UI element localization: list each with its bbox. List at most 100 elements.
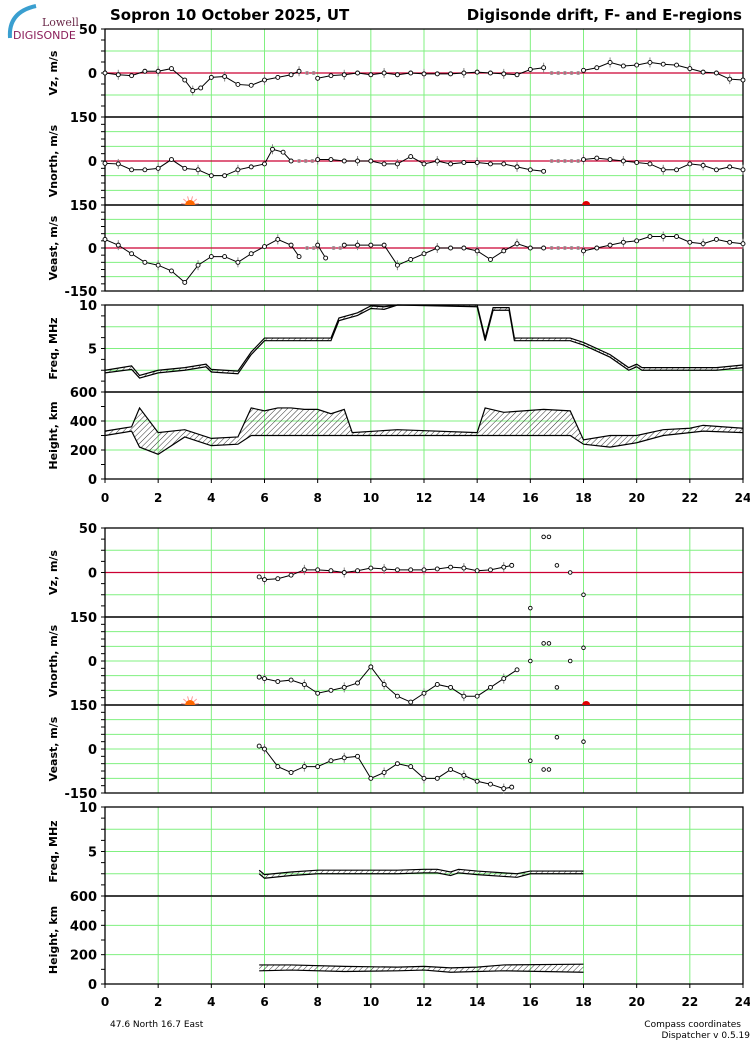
data-point — [315, 567, 321, 573]
x-tick-label: 20 — [628, 995, 645, 1009]
data-point — [394, 693, 400, 699]
data-point — [256, 574, 262, 580]
data-point — [155, 262, 161, 268]
data-point — [381, 682, 387, 687]
x-tick-label: 0 — [101, 491, 109, 505]
data-point — [687, 239, 693, 245]
missing-point — [562, 246, 567, 250]
panel-0-2: -150 0 150 Veast, m/s — [47, 199, 746, 300]
data-point — [381, 242, 387, 248]
data-point — [129, 167, 135, 173]
y-tick-label: 0 — [88, 567, 97, 582]
scatter-point — [541, 534, 546, 540]
y-tick-label: 400 — [70, 919, 97, 934]
sun-ray — [181, 702, 186, 705]
data-point — [102, 70, 108, 76]
panel-1-4: 0 200 400 600 Height, km — [47, 890, 744, 993]
data-point — [687, 161, 693, 167]
x-tick-label: 24 — [735, 995, 750, 1009]
data-point — [509, 562, 515, 568]
missing-point — [549, 159, 554, 163]
band-lower-line — [258, 872, 584, 879]
data-point — [700, 69, 706, 75]
band-lower-line — [104, 304, 744, 379]
series-line — [317, 156, 544, 172]
data-point — [341, 158, 347, 164]
y-axis-label: Vnorth, m/s — [47, 624, 60, 697]
data-point — [208, 74, 214, 80]
data-point — [262, 244, 267, 250]
sun-ray — [193, 198, 198, 203]
y-tick-label: 200 — [70, 949, 97, 964]
data-point — [581, 248, 586, 254]
data-point — [256, 674, 262, 680]
data-point — [142, 259, 148, 265]
y-tick-label: 10 — [79, 801, 97, 816]
data-point — [448, 564, 454, 570]
data-point — [740, 241, 746, 247]
data-point — [341, 755, 347, 761]
data-point — [328, 687, 334, 693]
panel-0-0: 0 50 Vz, m/s — [47, 23, 746, 118]
x-tick-label: 2 — [154, 491, 162, 505]
missing-point — [297, 159, 302, 163]
x-tick-label: 14 — [469, 995, 486, 1009]
data-point — [448, 245, 454, 251]
data-point — [421, 71, 427, 77]
data-point — [301, 682, 307, 687]
data-point — [700, 241, 706, 247]
y-tick-label: -150 — [64, 787, 97, 802]
data-point — [262, 77, 267, 83]
data-point — [222, 173, 228, 179]
sun-ray — [187, 196, 190, 201]
data-point — [262, 577, 267, 583]
data-point — [270, 146, 275, 152]
data-point — [248, 82, 254, 88]
sun-ray — [194, 202, 200, 205]
data-point — [328, 157, 334, 162]
data-point — [288, 158, 294, 164]
data-point — [235, 81, 241, 87]
data-point — [408, 567, 414, 573]
digisonde-logo: Lowell DIGISONDE — [4, 4, 84, 44]
sun-ray — [190, 196, 194, 201]
y-tick-label: 600 — [70, 386, 97, 401]
data-point — [488, 684, 493, 690]
scatter-point — [546, 767, 552, 772]
logo-digisonde: DIGISONDE — [13, 29, 76, 42]
band-upper-line — [258, 868, 584, 876]
y-axis-label: Height, km — [47, 401, 60, 469]
x-tick-label: 18 — [575, 491, 592, 505]
data-point — [474, 778, 480, 784]
scatter-point — [554, 563, 560, 568]
missing-point — [556, 159, 561, 163]
data-point — [102, 236, 108, 242]
data-point — [182, 165, 188, 171]
data-point — [341, 242, 347, 248]
data-point — [394, 72, 400, 78]
x-tick-label: 6 — [260, 491, 268, 505]
data-point — [155, 68, 161, 74]
x-tick-label: 8 — [313, 491, 321, 505]
logo-lowell: Lowell — [42, 16, 79, 29]
x-tick-label: 0 — [101, 995, 109, 1009]
data-point — [288, 72, 294, 78]
station-coordinates: 47.6 North 16.7 East — [110, 1020, 204, 1030]
x-tick-label: 6 — [260, 995, 268, 1009]
missing-point — [556, 246, 561, 250]
scatter-point — [581, 645, 586, 651]
data-point — [488, 567, 493, 573]
data-point — [301, 764, 307, 770]
data-point — [394, 761, 400, 767]
y-tick-label: 0 — [88, 473, 97, 488]
data-point — [647, 234, 653, 239]
layer-band — [105, 305, 743, 379]
data-point — [634, 238, 640, 244]
data-point — [296, 254, 302, 260]
data-point — [713, 236, 719, 242]
data-point — [182, 77, 188, 83]
data-point — [434, 71, 440, 77]
band-lower-line — [104, 430, 744, 456]
y-tick-label: 150 — [70, 699, 97, 714]
data-point — [355, 158, 360, 164]
